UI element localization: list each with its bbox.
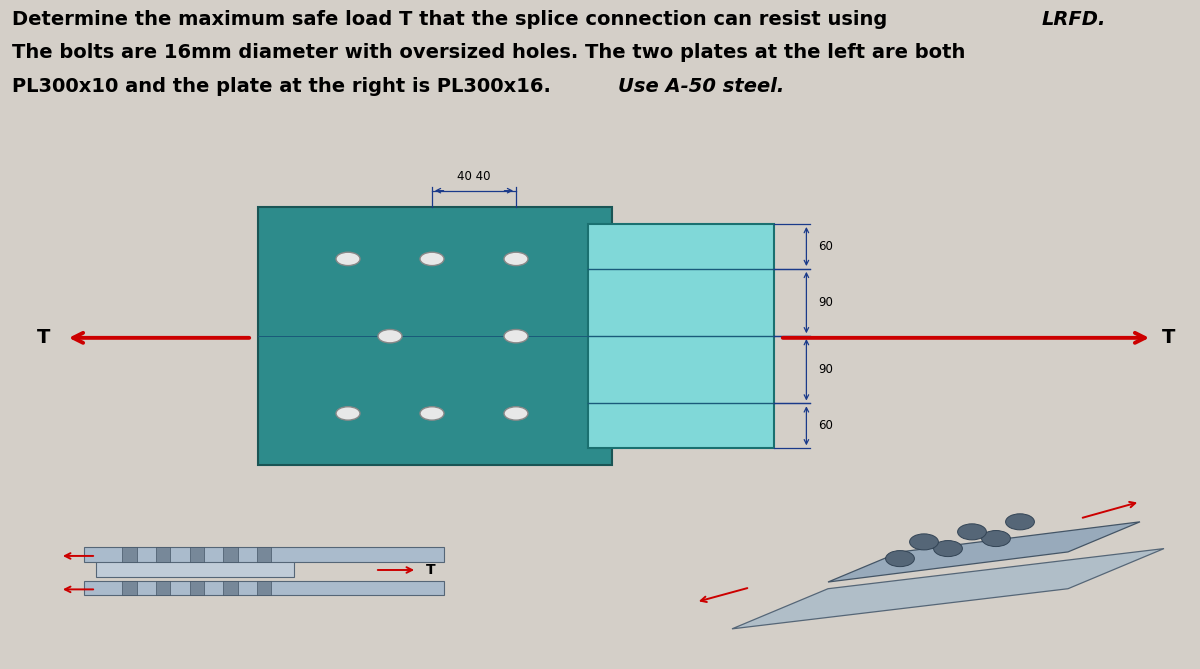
- Bar: [156, 581, 170, 595]
- Circle shape: [420, 407, 444, 420]
- Bar: [84, 547, 444, 562]
- Text: The bolts are 16mm diameter with oversized holes. The two plates at the left are: The bolts are 16mm diameter with oversiz…: [12, 43, 965, 62]
- Bar: [190, 581, 204, 595]
- Circle shape: [420, 252, 444, 266]
- Circle shape: [1006, 514, 1034, 530]
- Text: T: T: [37, 328, 50, 347]
- Bar: [223, 547, 238, 562]
- Text: T: T: [1162, 328, 1175, 347]
- Circle shape: [336, 407, 360, 420]
- Text: 40 40: 40 40: [457, 170, 491, 183]
- Text: Use A-50 steel.: Use A-50 steel.: [618, 77, 785, 96]
- Bar: [190, 547, 204, 562]
- Circle shape: [934, 541, 962, 557]
- Circle shape: [504, 330, 528, 343]
- Circle shape: [958, 524, 986, 540]
- Polygon shape: [732, 549, 1164, 629]
- Bar: [96, 559, 294, 577]
- Text: T: T: [425, 563, 436, 577]
- Circle shape: [504, 252, 528, 266]
- Text: PL300x10 and the plate at the right is PL300x16.: PL300x10 and the plate at the right is P…: [12, 77, 558, 96]
- Bar: [257, 547, 271, 562]
- Text: 90: 90: [818, 363, 833, 376]
- Bar: [223, 581, 238, 595]
- Bar: [588, 224, 774, 448]
- Text: Determine the maximum safe load T that the splice connection can resist using: Determine the maximum safe load T that t…: [12, 10, 894, 29]
- Bar: [258, 207, 612, 465]
- Polygon shape: [828, 522, 1140, 582]
- Circle shape: [336, 252, 360, 266]
- Circle shape: [378, 330, 402, 343]
- Circle shape: [504, 407, 528, 420]
- Text: 60: 60: [818, 419, 833, 432]
- Bar: [122, 547, 137, 562]
- Text: LRFD.: LRFD.: [1042, 10, 1106, 29]
- Bar: [122, 581, 137, 595]
- Circle shape: [886, 551, 914, 567]
- Bar: [257, 581, 271, 595]
- Circle shape: [982, 531, 1010, 547]
- Circle shape: [910, 534, 938, 550]
- Text: 60: 60: [818, 240, 833, 253]
- Bar: [156, 547, 170, 562]
- Bar: [84, 581, 444, 595]
- Text: 90: 90: [818, 296, 833, 309]
